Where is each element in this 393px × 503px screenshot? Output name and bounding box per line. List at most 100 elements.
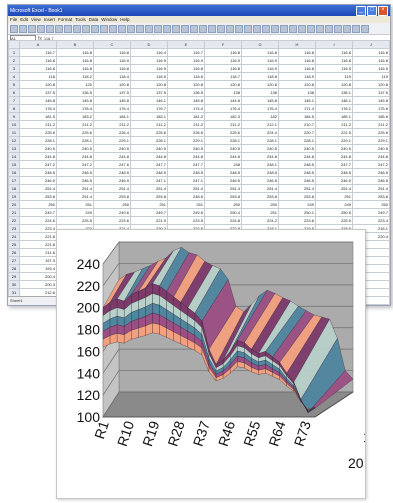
cell[interactable]: 228.1 [19,136,57,145]
cell[interactable]: 197.3 [19,256,57,265]
cell[interactable]: 246.9 [93,176,131,185]
cell[interactable]: 211.2 [19,120,57,129]
toolbar-icon[interactable] [307,24,315,33]
cell[interactable]: 145.8 [167,96,205,105]
cell[interactable]: 229.1 [93,136,131,145]
cell[interactable]: 224.6 [19,216,57,225]
cell[interactable]: 253.8 [19,192,57,201]
sheet-tab[interactable]: Sheet1 [8,296,70,305]
cell[interactable]: 253.8 [204,192,242,201]
cell[interactable]: 251.4 [19,184,57,193]
cell[interactable]: 137.5 [352,88,390,97]
cell[interactable]: 240.5 [130,144,168,153]
row-header[interactable]: 7 [8,96,20,105]
cell[interactable]: 251 [241,208,279,217]
cell[interactable]: 244.8 [352,152,390,161]
cell[interactable]: 176.4 [204,104,242,113]
cell[interactable]: 116.8 [56,64,94,73]
cell[interactable]: 120 [56,80,94,89]
cell[interactable]: 116.8 [352,56,390,65]
toolbar-icon[interactable] [91,24,99,33]
cell[interactable]: 225.6 [204,128,242,137]
column-header[interactable]: I [315,40,353,49]
cell[interactable]: 138 [204,88,242,97]
cell[interactable]: 251.4 [167,184,205,193]
toolbar-icon[interactable] [163,24,171,33]
cell[interactable]: 116.9 [315,64,353,73]
toolbar-icon[interactable] [19,24,27,33]
menu-item-edit[interactable]: Edit [20,17,29,22]
row-header[interactable]: 15 [8,160,20,169]
cell[interactable]: 116.8 [278,48,316,57]
minimize-button[interactable]: _ [356,5,366,16]
toolbar-icon[interactable] [136,24,144,33]
toolbar-icon[interactable] [145,24,153,33]
cell[interactable]: 225.6 [19,128,57,137]
toolbar-icon[interactable] [271,24,279,33]
cell[interactable]: 116.9 [241,56,279,65]
cell[interactable]: 146.1 [130,96,168,105]
cell[interactable]: 250.5 [315,208,353,217]
cell[interactable]: 247.1 [167,176,205,185]
cell[interactable]: 225.6 [352,128,390,137]
cell[interactable]: 244.8 [130,152,168,161]
cell[interactable]: 120.8 [315,80,353,89]
cell[interactable]: 226.6 [167,128,205,137]
cell[interactable]: 145.8 [93,96,131,105]
cell[interactable]: 138 [278,88,316,97]
cell[interactable]: 145.8 [241,96,279,105]
cell[interactable]: 250 [352,200,390,209]
toolbar-icon[interactable] [181,24,189,33]
cell[interactable]: 251 [167,200,205,209]
cell[interactable]: 251.4 [204,184,242,193]
cell[interactable]: 228.1 [130,136,168,145]
cell[interactable]: 116.8 [204,48,242,57]
maximize-button[interactable]: □ [367,5,377,16]
cell[interactable]: 211.2 [204,120,242,129]
cell[interactable]: 251.4 [93,184,131,193]
toolbar-icon[interactable] [127,24,135,33]
row-header[interactable]: 13 [8,144,20,153]
cell[interactable]: 145.8 [352,96,390,105]
cell[interactable]: 119 [352,72,390,81]
cell[interactable]: 120.8 [130,80,168,89]
cell[interactable]: 247.2 [19,160,57,169]
cell[interactable]: 253.8 [93,192,131,201]
cell[interactable]: 116.8 [204,64,242,73]
cell[interactable]: 116.7 [167,48,205,57]
cell[interactable]: 251.4 [352,184,390,193]
column-header[interactable]: G [241,40,279,49]
cell[interactable]: 249 [278,200,316,209]
toolbar-icon[interactable] [28,24,36,33]
cell[interactable]: 249.7 [19,208,57,217]
cell[interactable]: 211.2 [352,120,390,129]
toolbar-icon[interactable] [190,24,198,33]
cell[interactable]: 249.7 [130,208,168,217]
cell[interactable]: 220.7 [278,128,316,137]
cell[interactable]: 250 [93,200,131,209]
cell[interactable]: 225.5 [315,216,353,225]
cell[interactable]: 248.5 [167,168,205,177]
cell[interactable]: 211.2 [130,120,168,129]
toolbar-icon[interactable] [244,24,252,33]
cell[interactable]: 118.2 [56,72,94,81]
cell[interactable]: 251.4 [241,184,279,193]
cell[interactable]: 244.8 [93,152,131,161]
row-header[interactable]: 10 [8,120,20,129]
cell[interactable]: 229.1 [352,136,390,145]
cell[interactable]: 211.2 [167,120,205,129]
cell[interactable]: 240.5 [352,144,390,153]
cell[interactable]: 248.5 [315,168,353,177]
cell[interactable]: 251.4 [130,184,168,193]
cell[interactable]: 248 [204,160,242,169]
cell[interactable]: 228.1 [56,136,94,145]
cell[interactable]: 116.8 [278,64,316,73]
cell[interactable]: 118 [19,72,57,81]
cell[interactable]: 240.5 [241,144,279,153]
cell[interactable]: 174.4 [167,104,205,113]
cell[interactable]: 248.5 [93,168,131,177]
cell[interactable]: 137.5 [130,88,168,97]
cell-grid[interactable]: A B C D E F G H I J 1 116.7 116.8 116.8 116.4 116.7 116.… [8,40,390,305]
cell[interactable]: 244.8 [167,152,205,161]
cell[interactable]: 120.8 [352,80,390,89]
